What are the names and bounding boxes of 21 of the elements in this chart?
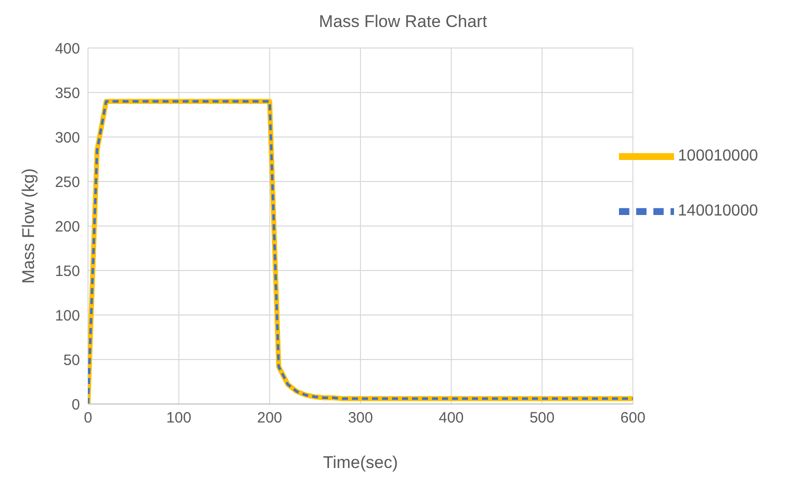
y-tick-label: 0 <box>72 396 80 414</box>
legend-label: 100010000 <box>678 148 758 165</box>
x-tick-label: 200 <box>257 410 282 427</box>
x-tick-label: 300 <box>348 410 373 427</box>
y-tick-label: 350 <box>54 84 80 102</box>
legend-label: 140010000 <box>678 202 758 220</box>
y-tick-label: 200 <box>54 218 80 236</box>
x-axis-title: Time(sec) <box>322 453 398 472</box>
x-tick-label: 500 <box>530 410 555 427</box>
y-tick-label: 300 <box>54 129 80 146</box>
x-tick-label: 100 <box>166 410 192 427</box>
y-tick-label: 50 <box>63 352 80 369</box>
y-tick-label: 250 <box>54 174 80 191</box>
y-axis-title: Mass Flow (kg) <box>19 168 38 284</box>
x-tick-label: 400 <box>438 410 464 427</box>
y-tick-label: 150 <box>54 262 80 280</box>
y-tick-label: 100 <box>54 307 80 324</box>
chart-title: Mass Flow Rate Chart <box>318 11 488 33</box>
x-tick-label: 0 <box>84 410 92 427</box>
y-tick-label: 400 <box>54 40 80 58</box>
x-tick-label: 600 <box>620 410 646 427</box>
